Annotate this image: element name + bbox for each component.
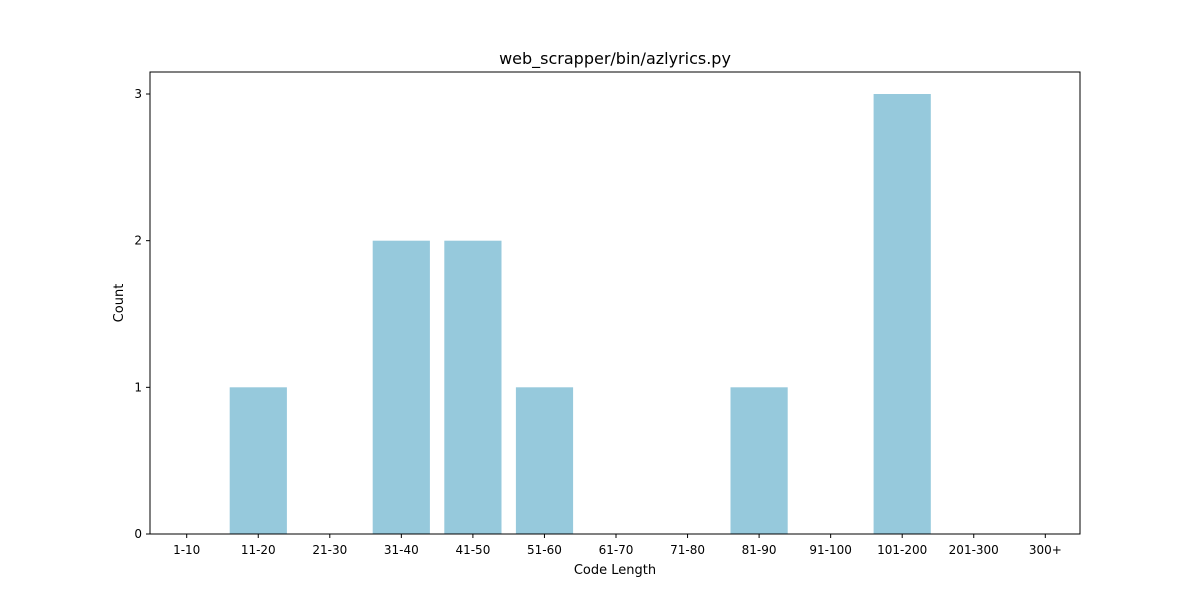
y-axis: 0 1 2 3: [134, 87, 150, 541]
x-tick-label: 31-40: [384, 543, 419, 557]
x-tick-label: 51-60: [527, 543, 562, 557]
y-tick-label: 3: [134, 87, 142, 101]
x-axis: 1-10 11-20 21-30 31-40 41-50 51-60 61-70 71-80 8…: [173, 534, 1062, 557]
x-tick-label: 41-50: [455, 543, 490, 557]
bar-11-20: [229, 387, 287, 534]
plot-frame: [149, 71, 1081, 535]
x-tick-label: 11-20: [241, 543, 276, 557]
x-tick-label: 101-200: [877, 543, 927, 557]
x-tick-label: 71-80: [670, 543, 705, 557]
y-tick-label: 2: [134, 234, 142, 248]
x-axis-label: Code Length: [574, 563, 656, 578]
x-tick-label: 61-70: [599, 543, 634, 557]
x-tick-label: 81-90: [742, 543, 777, 557]
x-tick-label: 21-30: [312, 543, 347, 557]
x-tick-label: 300+: [1029, 543, 1062, 557]
bar-81-90: [730, 387, 788, 534]
x-tick-label: 91-100: [809, 543, 852, 557]
y-axis-label: Count: [112, 284, 127, 323]
y-tick-label: 1: [134, 380, 142, 394]
bar-51-60: [515, 387, 574, 534]
bars-group: [229, 94, 931, 534]
x-tick-label: 1-10: [173, 543, 200, 557]
bar-31-40: [372, 240, 430, 534]
x-tick-label: 201-300: [949, 543, 999, 557]
y-tick-label: 0: [134, 527, 142, 541]
bar-101-200: [873, 94, 931, 534]
chart-title: web_scrapper/bin/azlyrics.py: [499, 49, 731, 69]
bar-41-50: [444, 240, 502, 534]
